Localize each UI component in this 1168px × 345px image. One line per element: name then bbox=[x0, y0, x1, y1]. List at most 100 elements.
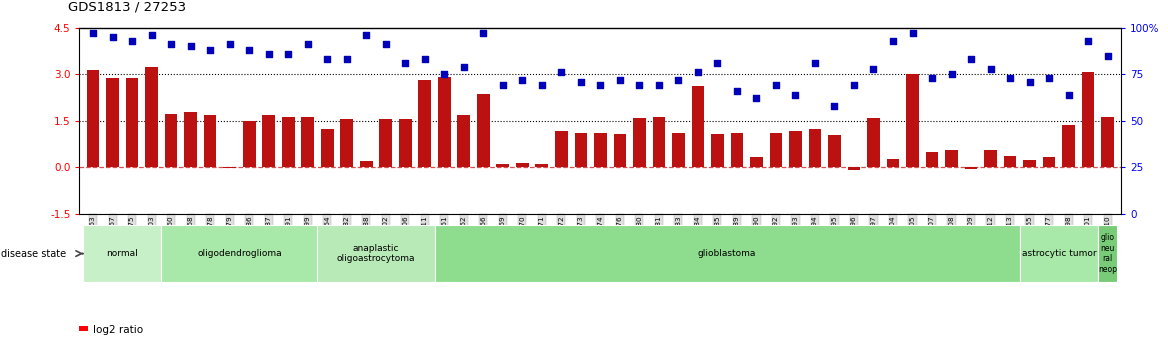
Bar bbox=[418, 80, 431, 167]
Point bbox=[103, 34, 121, 40]
Point bbox=[844, 82, 863, 88]
Bar bbox=[86, 69, 99, 167]
Bar bbox=[633, 118, 646, 167]
Bar bbox=[1082, 72, 1094, 167]
Point bbox=[1098, 53, 1117, 58]
Text: log2 ratio: log2 ratio bbox=[93, 325, 144, 335]
Point bbox=[981, 66, 1000, 71]
Point bbox=[376, 42, 395, 47]
Bar bbox=[1003, 156, 1016, 167]
Bar bbox=[380, 119, 392, 167]
Bar bbox=[321, 129, 334, 167]
Point bbox=[630, 82, 648, 88]
Point bbox=[181, 43, 200, 49]
Point bbox=[533, 82, 551, 88]
Bar bbox=[360, 161, 373, 167]
Text: anaplastic
oligoastrocytoma: anaplastic oligoastrocytoma bbox=[336, 244, 416, 263]
Point bbox=[434, 71, 453, 77]
Bar bbox=[165, 114, 178, 167]
Bar bbox=[516, 163, 529, 167]
Bar bbox=[185, 112, 197, 167]
Bar bbox=[887, 159, 899, 167]
Point bbox=[884, 38, 903, 43]
Point bbox=[961, 57, 980, 62]
Bar bbox=[750, 157, 763, 167]
FancyBboxPatch shape bbox=[434, 225, 1020, 282]
Point bbox=[571, 79, 590, 85]
Point bbox=[1020, 79, 1038, 85]
Bar bbox=[1101, 117, 1114, 167]
Point bbox=[493, 82, 512, 88]
Bar bbox=[203, 115, 216, 167]
Bar bbox=[808, 129, 821, 167]
Point bbox=[748, 96, 766, 101]
Bar bbox=[945, 150, 958, 167]
Bar bbox=[711, 134, 724, 167]
Bar bbox=[926, 152, 938, 167]
Point bbox=[806, 60, 825, 66]
Bar bbox=[145, 67, 158, 167]
Point bbox=[162, 42, 181, 47]
Point bbox=[201, 47, 220, 53]
Point bbox=[142, 32, 161, 38]
Point bbox=[123, 38, 141, 43]
Point bbox=[923, 75, 941, 81]
Text: normal: normal bbox=[106, 249, 138, 258]
Bar bbox=[477, 94, 489, 167]
Point bbox=[669, 77, 688, 82]
Bar bbox=[1043, 157, 1056, 167]
Point bbox=[454, 64, 473, 69]
Point bbox=[239, 47, 258, 53]
Bar bbox=[906, 74, 919, 167]
Bar bbox=[575, 132, 588, 167]
Bar bbox=[848, 167, 861, 170]
Text: glio
neu
ral
neop: glio neu ral neop bbox=[1098, 234, 1117, 274]
Point bbox=[728, 88, 746, 94]
Point bbox=[766, 82, 785, 88]
Point bbox=[611, 77, 630, 82]
Point bbox=[786, 92, 805, 97]
Bar bbox=[106, 78, 119, 167]
Bar bbox=[281, 117, 294, 167]
Bar bbox=[340, 119, 353, 167]
Point bbox=[1059, 92, 1078, 97]
Point bbox=[357, 32, 376, 38]
Point bbox=[513, 77, 531, 82]
Point bbox=[318, 57, 336, 62]
Point bbox=[825, 103, 843, 109]
Point bbox=[708, 60, 726, 66]
Bar bbox=[730, 133, 743, 167]
FancyBboxPatch shape bbox=[318, 225, 434, 282]
Text: oligodendroglioma: oligodendroglioma bbox=[197, 249, 281, 258]
Text: astrocytic tumor: astrocytic tumor bbox=[1022, 249, 1096, 258]
Point bbox=[221, 42, 239, 47]
Bar bbox=[985, 150, 997, 167]
Point bbox=[1079, 38, 1098, 43]
Bar bbox=[770, 133, 783, 167]
Bar bbox=[126, 78, 139, 167]
FancyBboxPatch shape bbox=[83, 225, 161, 282]
Point bbox=[591, 82, 610, 88]
Bar bbox=[496, 164, 509, 167]
FancyBboxPatch shape bbox=[1098, 225, 1118, 282]
Bar bbox=[263, 115, 274, 167]
Point bbox=[416, 57, 434, 62]
Text: GDS1813 / 27253: GDS1813 / 27253 bbox=[68, 1, 186, 14]
Bar bbox=[555, 131, 568, 167]
Point bbox=[474, 30, 493, 36]
Text: disease state: disease state bbox=[1, 249, 67, 258]
Point bbox=[298, 42, 317, 47]
Bar bbox=[867, 118, 880, 167]
Point bbox=[338, 57, 356, 62]
Bar bbox=[790, 131, 801, 167]
Bar bbox=[243, 121, 256, 167]
Point bbox=[279, 51, 298, 57]
Bar bbox=[438, 77, 451, 167]
Bar bbox=[535, 164, 548, 167]
Point bbox=[649, 82, 668, 88]
Bar bbox=[301, 117, 314, 167]
Point bbox=[903, 30, 922, 36]
Bar bbox=[672, 133, 684, 167]
Bar bbox=[458, 115, 470, 167]
Bar bbox=[1062, 125, 1075, 167]
